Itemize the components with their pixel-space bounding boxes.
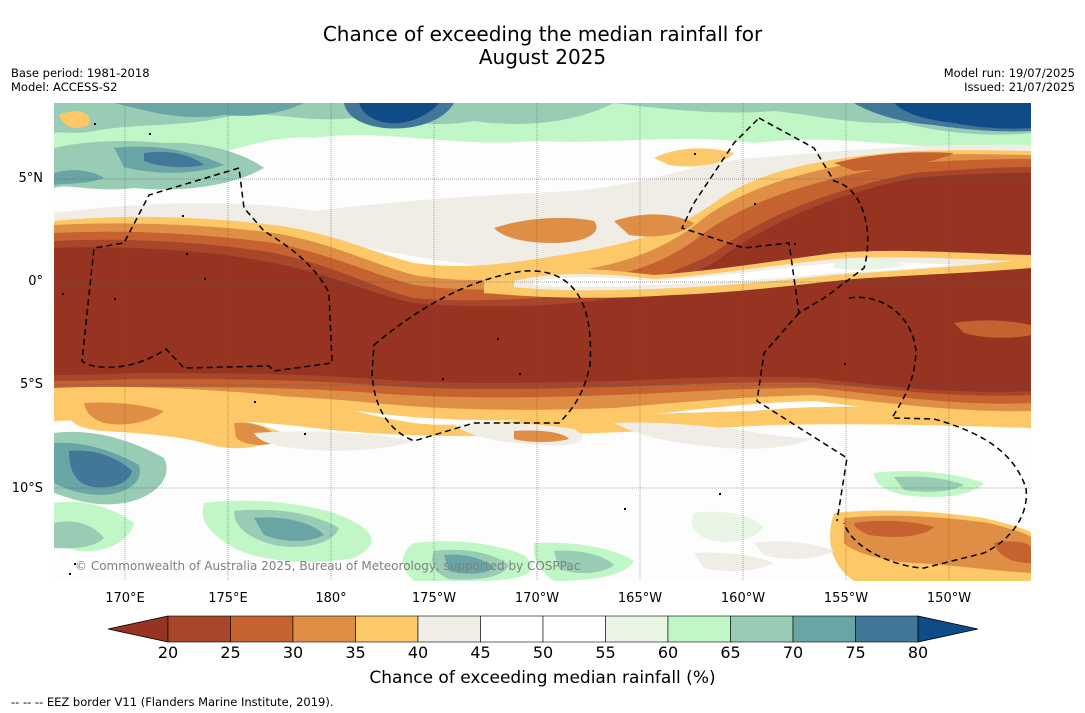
cbar-tick: 25 [220,643,241,662]
cbar-tick: 70 [782,643,804,662]
eez-footnote: -- -- -- EEZ border V11 (Flanders Marine… [11,695,334,709]
base-period: Base period: 1981-2018 [11,66,150,80]
colorbar-segment [855,615,919,643]
meta-left: Base period: 1981-2018 Model: ACCESS-S2 [11,66,150,94]
colorbar-label: Chance of exceeding median rainfall (%) [369,668,716,688]
colorbar-under-arrow [108,615,169,643]
cbar-tick: 50 [532,643,554,662]
colorbar-segment [292,615,356,643]
colorbar-segment [792,615,856,643]
colorbar-segment [355,615,419,643]
map-title-line2: August 2025 [478,45,607,69]
cbar-tick: 45 [470,643,491,662]
cbar-tick: 65 [720,643,741,662]
lon-label-150w: 150°W [926,591,972,606]
lat-label-0: 0° [28,274,43,289]
lon-label-160w: 160°W [720,591,766,606]
cbar-tick: 40 [407,643,429,662]
colorbar-segment [730,615,794,643]
cbar-tick: 35 [345,643,366,662]
lon-label-155w: 155°W [823,591,869,606]
lon-label-175w: 175°W [411,591,457,606]
map-title-line1: Chance of exceeding the median rainfall … [322,22,763,46]
cbar-tick: 55 [595,643,616,662]
model-run: Model run: 19/07/2025 [943,66,1075,80]
lat-label-10s: 10°S [11,481,43,496]
rainfall-probability-map [54,103,1031,581]
issued-date: Issued: 21/07/2025 [964,80,1075,94]
map-canvas [54,103,1031,581]
lon-label-165w: 165°W [617,591,663,606]
model-name: Model: ACCESS-S2 [11,80,118,94]
cbar-tick: 20 [157,643,179,662]
cbar-tick: 30 [282,643,304,662]
islands [62,123,846,575]
lat-label-5s: 5°S [19,377,43,392]
colorbar-segment [605,615,669,643]
cbar-tick: 80 [907,643,929,662]
cbar-tick: 60 [657,643,679,662]
cbar-tick: 75 [845,643,866,662]
meta-right: Model run: 19/07/2025 Issued: 21/07/2025 [944,66,1075,94]
colorbar-segment [167,615,231,643]
colorbar-segment [230,615,294,643]
lon-label-175e: 175°E [208,591,248,606]
lon-label-170e: 170°E [105,591,145,606]
eez-borders [81,117,1028,569]
graticule [54,103,1031,581]
colorbar [108,615,978,643]
colorbar-segment [667,615,731,643]
colorbar-segment [480,615,544,643]
colorbar-segment [542,615,606,643]
colorbar-over-arrow [917,615,978,643]
colorbar-segment [417,615,481,643]
lon-label-170w: 170°W [514,591,560,606]
lon-label-180: 180° [315,591,347,606]
lat-label-5n: 5°N [18,171,44,186]
copyright-notice: © Commonwealth of Australia 2025, Bureau… [75,559,581,573]
